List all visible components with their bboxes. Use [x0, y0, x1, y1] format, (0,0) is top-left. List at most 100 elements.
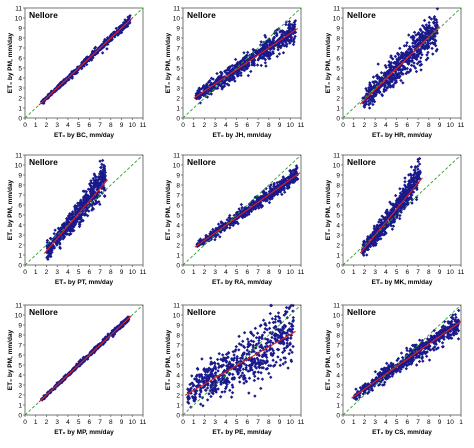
y-tick-label: 8: [336, 182, 340, 189]
x-tick-label: 11: [298, 269, 305, 276]
x-tick-label: 0: [341, 122, 345, 129]
y-tick-label: 2: [336, 95, 340, 102]
panel-title: Nellore: [29, 10, 58, 20]
panel-title: Nellore: [347, 157, 376, 167]
fit-line: [38, 17, 133, 106]
x-tick-label: 11: [140, 269, 147, 276]
y-tick-label: 11: [15, 302, 22, 309]
x-tick-label: 10: [129, 419, 137, 426]
y-tick-label: 7: [336, 45, 340, 52]
y-tick-label: 6: [176, 55, 180, 62]
x-tick-label: 2: [363, 269, 367, 276]
y-tick-label: 0: [18, 115, 22, 122]
y-tick-label: 3: [336, 85, 340, 92]
y-axis-label: ET₀ by PM, mm/day: [325, 32, 332, 93]
x-tick-label: 2: [363, 122, 367, 129]
x-tick-label: 11: [458, 269, 465, 276]
x-tick-label: 8: [427, 269, 431, 276]
x-tick-label: 11: [298, 122, 305, 129]
y-tick-label: 1: [336, 105, 340, 112]
y-tick-label: 6: [18, 55, 22, 62]
data-point: [114, 26, 118, 31]
y-tick-label: 2: [18, 95, 22, 102]
x-tick-label: 4: [66, 419, 70, 426]
y-tick-label: 11: [173, 152, 180, 159]
x-tick-label: 3: [213, 269, 217, 276]
data-point: [242, 51, 246, 55]
data-point: [93, 46, 97, 51]
y-tick-label: 2: [176, 242, 180, 249]
y-tick-label: 7: [176, 192, 180, 199]
x-tick-label: 2: [45, 419, 49, 426]
x-axis-label: ET₀ by MP, mm/day: [54, 429, 114, 436]
y-tick-label: 1: [336, 252, 340, 259]
y-tick-label: 3: [336, 232, 340, 239]
data-point: [218, 70, 223, 74]
x-tick-label: 9: [120, 269, 124, 276]
x-tick-label: 7: [98, 122, 102, 129]
y-tick-label: 6: [18, 202, 22, 209]
x-tick-label: 0: [181, 269, 185, 276]
data-point: [74, 71, 79, 75]
y-axis-label: ET₀ by PM, mm/day: [7, 179, 14, 240]
x-tick-label: 10: [129, 269, 137, 276]
x-tick-label: 6: [88, 122, 92, 129]
y-tick-label: 9: [18, 25, 22, 32]
y-tick-label: 10: [173, 162, 181, 169]
y-tick-label: 1: [18, 402, 22, 409]
y-tick-label: 2: [336, 242, 340, 249]
x-tick-label: 8: [109, 269, 113, 276]
x-tick-label: 8: [109, 122, 113, 129]
y-tick-label: 5: [18, 212, 22, 219]
y-tick-label: 3: [18, 382, 22, 389]
y-tick-label: 4: [336, 75, 340, 82]
y-tick-label: 10: [15, 162, 23, 169]
y-tick-label: 5: [336, 65, 340, 72]
x-tick-label: 1: [34, 122, 38, 129]
x-tick-label: 3: [373, 269, 377, 276]
y-tick-label: 9: [176, 25, 180, 32]
x-axis-label: ET₀ by PT, mm/day: [55, 279, 114, 286]
y-tick-label: 8: [336, 35, 340, 42]
y-tick-label: 5: [176, 65, 180, 72]
x-tick-label: 0: [23, 419, 27, 426]
x-tick-label: 2: [203, 269, 207, 276]
x-tick-label: 0: [23, 122, 27, 129]
y-tick-label: 11: [333, 152, 340, 159]
x-tick-label: 8: [267, 269, 271, 276]
x-tick-label: 10: [129, 122, 137, 129]
data-point: [292, 40, 296, 44]
y-tick-label: 0: [176, 115, 180, 122]
data-point: [89, 58, 94, 62]
y-tick-label: 8: [176, 182, 180, 189]
x-tick-label: 1: [352, 122, 356, 129]
x-tick-label: 7: [416, 122, 420, 129]
y-tick-label: 7: [18, 192, 22, 199]
y-tick-label: 8: [18, 35, 22, 42]
x-tick-label: 3: [373, 122, 377, 129]
x-tick-label: 8: [267, 122, 271, 129]
x-tick-label: 7: [416, 269, 420, 276]
x-axis-label: ET₀ by HR, mm/day: [372, 132, 432, 139]
y-tick-label: 5: [18, 362, 22, 369]
data-point: [88, 54, 92, 59]
x-tick-label: 1: [34, 419, 38, 426]
y-tick-label: 3: [176, 85, 180, 92]
x-tick-label: 4: [384, 122, 388, 129]
y-axis-label: ET₀ by PM, mm/day: [165, 179, 172, 240]
y-tick-label: 9: [336, 172, 340, 179]
x-tick-label: 2: [45, 269, 49, 276]
y-tick-label: 8: [176, 35, 180, 42]
y-axis-label: ET₀ by PM, mm/day: [325, 179, 332, 240]
panel-title: Nellore: [187, 10, 216, 20]
y-tick-label: 3: [18, 85, 22, 92]
y-tick-label: 1: [18, 252, 22, 259]
y-tick-label: 9: [18, 322, 22, 329]
x-axis-label: ET₀ by JH, mm/day: [213, 132, 272, 139]
y-tick-label: 0: [336, 115, 340, 122]
x-tick-label: 6: [406, 269, 410, 276]
x-tick-label: 2: [45, 122, 49, 129]
